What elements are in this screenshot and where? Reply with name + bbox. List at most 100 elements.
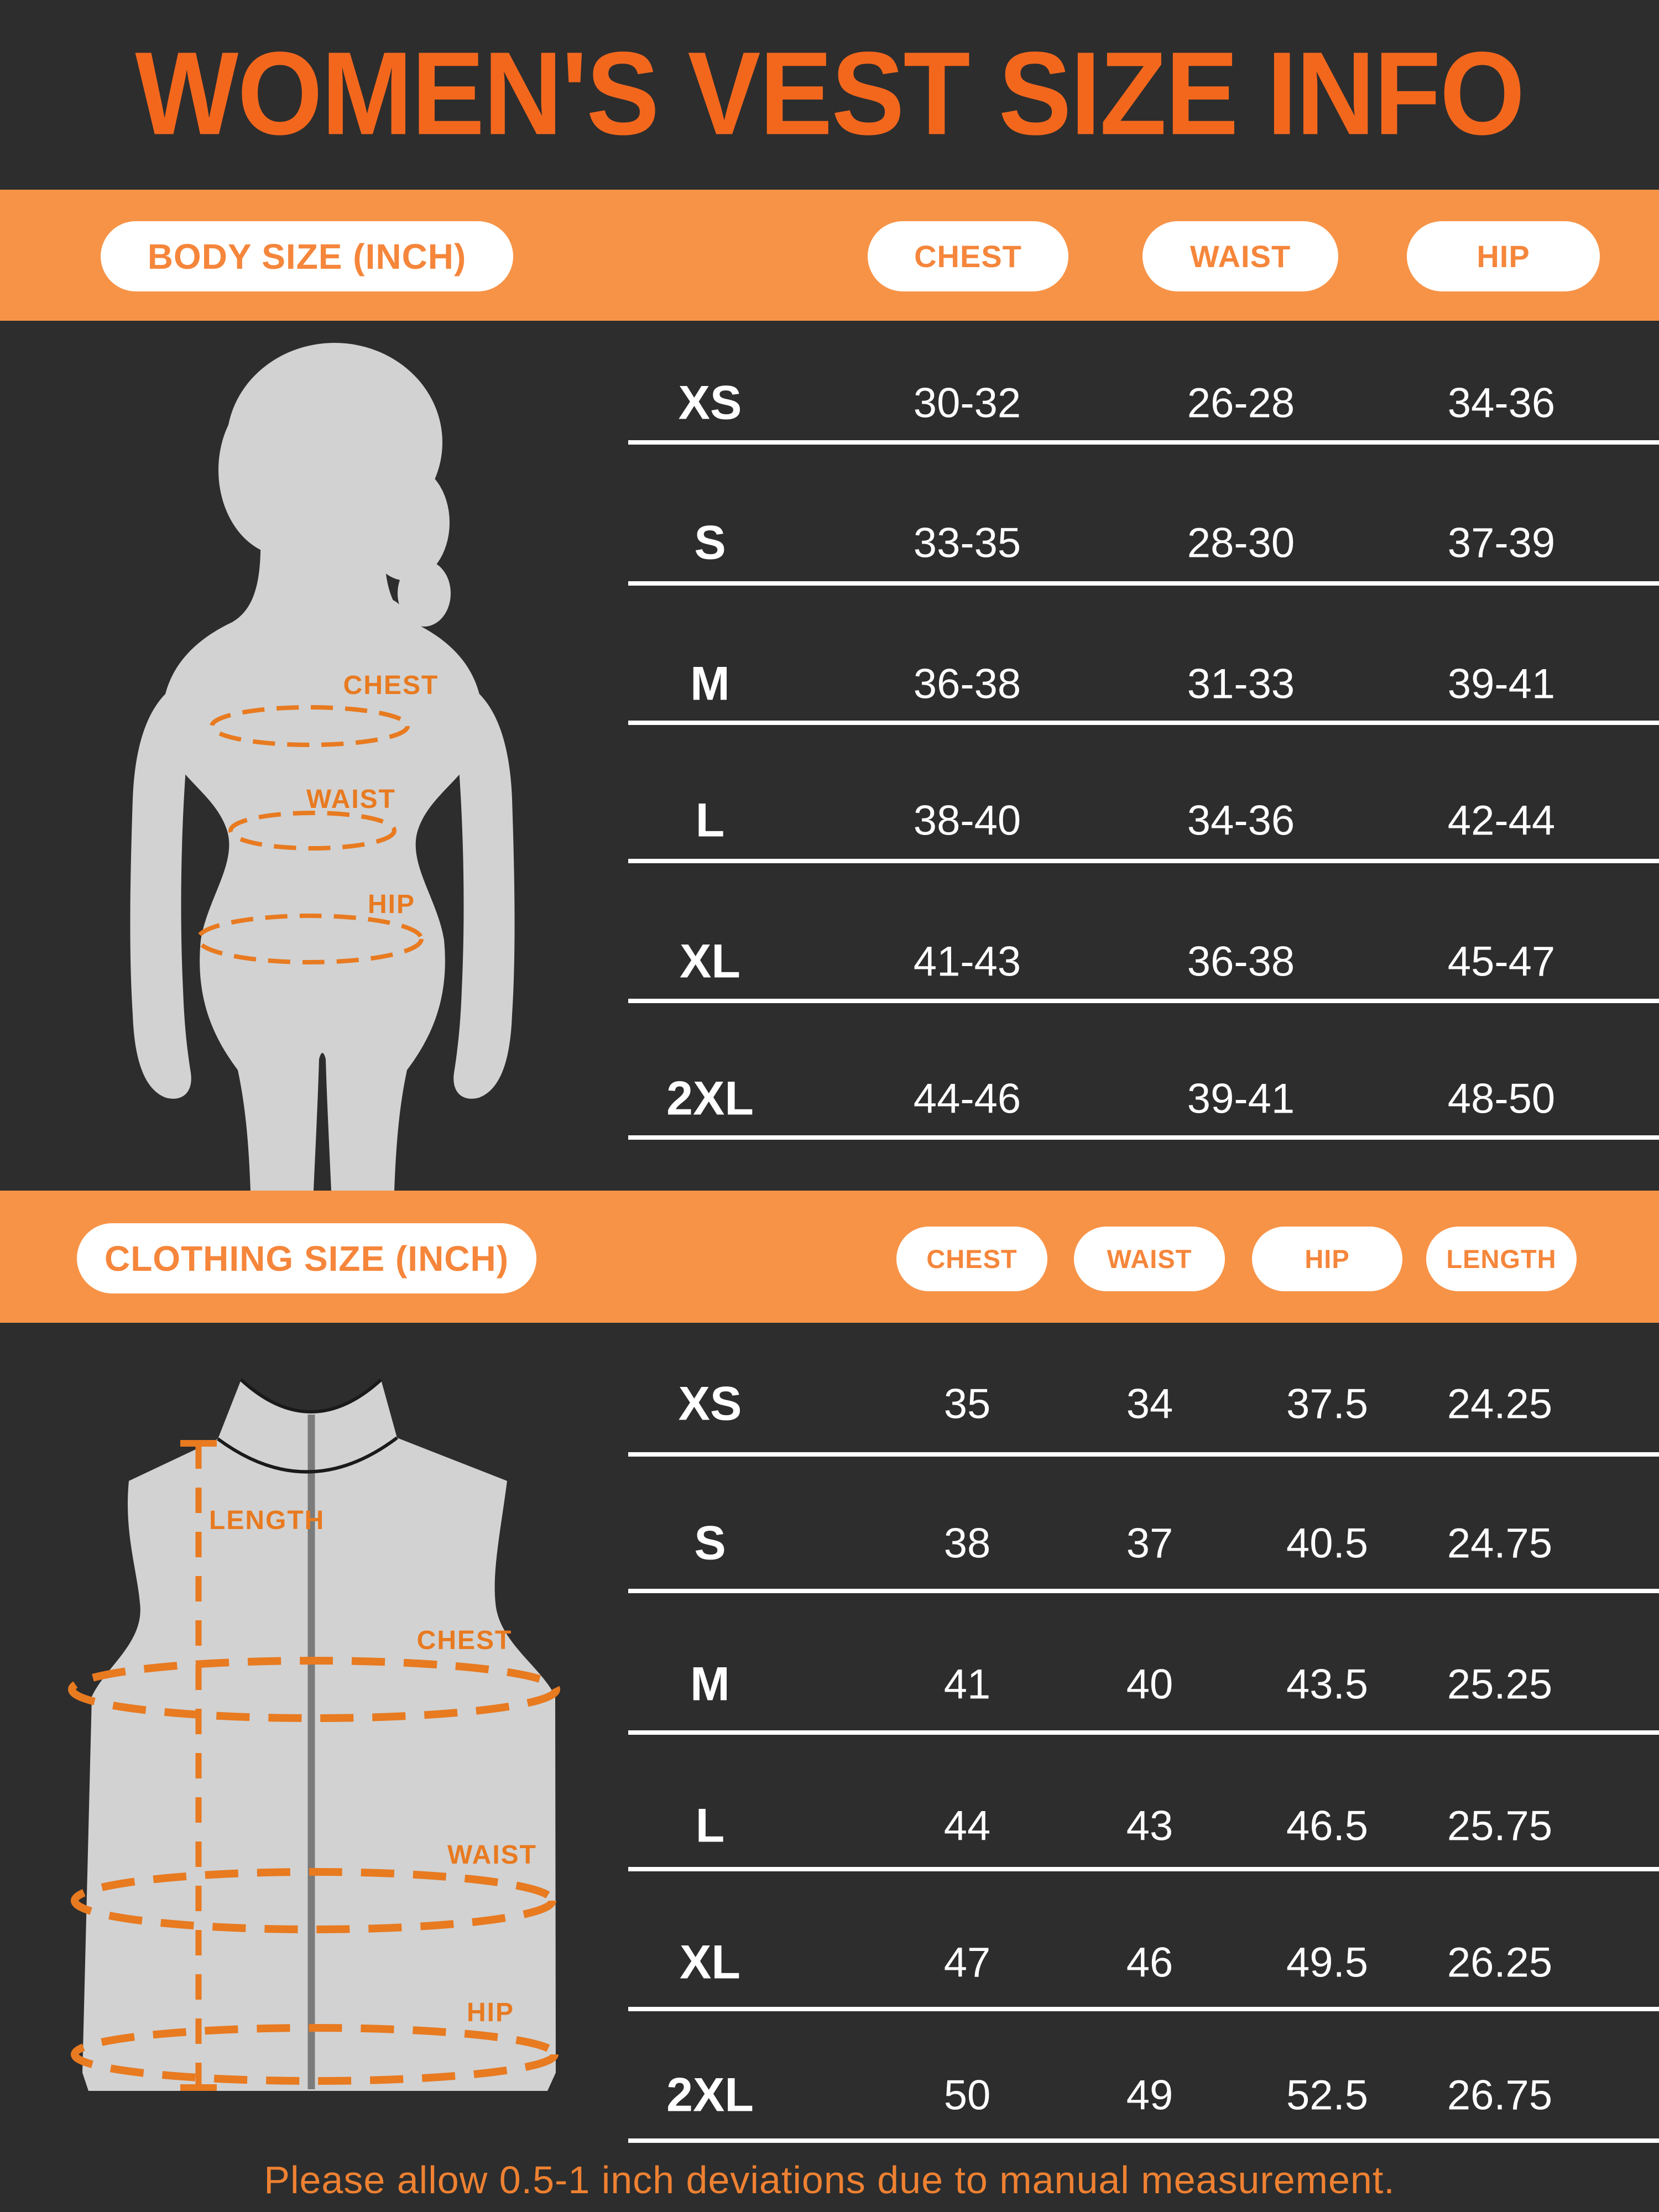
body-size-banner: BODY SIZE (INCH) CHEST WAIST HIP (0, 190, 1659, 321)
woman-silhouette-diagram: CHEST WAIST HIP (130, 343, 515, 1191)
vest-figure-label-waist: WAIST (447, 1840, 537, 1870)
clothing-table-row-m: M 41 40 43.5 25.25 (0, 1618, 1659, 1751)
body-column-header-hip: HIP (1407, 221, 1600, 291)
chest-value: 38 (943, 1520, 991, 1567)
chest-value: 50 (943, 2072, 991, 2119)
waist-value: 31-33 (1187, 660, 1295, 708)
body-table-row-s: S 33-35 28-30 37-39 (0, 477, 1659, 609)
waist-value: 28-30 (1187, 519, 1295, 567)
waist-value: 36-38 (1187, 938, 1295, 985)
collar-seam-lines (217, 1378, 398, 1474)
row-divider (628, 999, 1659, 1003)
body-column-header-waist: WAIST (1142, 221, 1338, 291)
chest-value: 38-40 (913, 797, 1021, 844)
body-table-row-m: M 36-38 31-33 39-41 (0, 618, 1659, 750)
chest-value: 47 (943, 1939, 991, 1986)
chest-value: 41-43 (913, 938, 1021, 985)
size-label: 2XL (666, 1072, 754, 1125)
waist-value: 39-41 (1187, 1075, 1295, 1123)
row-divider (628, 721, 1659, 725)
hip-value: 37.5 (1286, 1380, 1368, 1428)
vest-silhouette (82, 1380, 556, 2091)
waist-value: 37 (1126, 1520, 1173, 1567)
row-divider (628, 1867, 1659, 1871)
body-figure-label-chest: CHEST (343, 671, 439, 700)
body-table-row-l: L 38-40 34-36 42-44 (0, 754, 1659, 887)
hip-value: 45-47 (1447, 938, 1556, 985)
size-label: L (695, 794, 725, 847)
clothing-size-banner-label: CLOTHING SIZE (INCH) (104, 1238, 509, 1279)
hip-value: 48-50 (1447, 1075, 1556, 1123)
clothing-column-header-length: LENGTH (1426, 1227, 1577, 1291)
length-value: 24.75 (1447, 1520, 1553, 1567)
size-label: L (695, 1799, 725, 1853)
body-size-banner-label: BODY SIZE (INCH) (147, 236, 467, 276)
size-label: S (694, 1516, 726, 1570)
waist-value: 26-28 (1187, 379, 1295, 427)
body-column-header-chest: CHEST (868, 221, 1068, 291)
clothing-table-row-s: S 38 37 40.5 24.75 (0, 1477, 1659, 1610)
size-label: XL (680, 935, 740, 988)
body-table-row-xl: XL 41-43 36-38 45-47 (0, 895, 1659, 1028)
hip-value: 42-44 (1447, 797, 1556, 844)
waist-value: 43 (1126, 1802, 1173, 1850)
hip-value: 34-36 (1447, 379, 1556, 427)
row-divider (628, 2138, 1659, 2143)
row-divider (628, 1452, 1659, 1457)
row-divider (628, 1135, 1659, 1140)
chest-value: 35 (943, 1380, 991, 1428)
clothing-table-row-2xl: 2XL 50 49 52.5 26.75 (0, 2029, 1659, 2162)
chest-value: 44-46 (913, 1075, 1021, 1123)
waist-value: 49 (1126, 2072, 1173, 2119)
length-value: 26.75 (1447, 2072, 1553, 2119)
hip-value: 37-39 (1447, 519, 1556, 567)
clothing-table-row-xl: XL 47 46 49.5 26.25 (0, 1896, 1659, 2029)
hip-value: 52.5 (1286, 2072, 1368, 2119)
clothing-size-banner: CLOTHING SIZE (INCH) CHEST WAIST HIP LEN… (0, 1191, 1659, 1323)
body-figure-label-waist: WAIST (306, 785, 396, 814)
body-waist-measure-ellipse (228, 811, 397, 851)
hip-value: 43.5 (1286, 1661, 1368, 1708)
chest-value: 33-35 (913, 519, 1021, 567)
length-value: 24.25 (1447, 1380, 1553, 1428)
footer-note: Please allow 0.5-1 inch deviations due t… (264, 2158, 1395, 2201)
size-label: S (694, 516, 726, 570)
vest-chest-measure-ellipse (68, 1657, 560, 1722)
waist-value: 34 (1126, 1380, 1173, 1428)
clothing-column-header-hip: HIP (1252, 1227, 1402, 1291)
chest-value: 41 (943, 1661, 991, 1708)
row-divider (628, 1589, 1659, 1593)
length-value: 25.75 (1447, 1802, 1553, 1850)
clothing-table-row-xs: XS 35 34 37.5 24.25 (0, 1338, 1659, 1470)
body-table-row-xs: XS 30-32 26-28 34-36 (0, 337, 1659, 469)
clothing-column-header-waist: WAIST (1074, 1227, 1225, 1291)
vest-figure-label-chest: CHEST (417, 1626, 513, 1655)
size-label: XS (678, 376, 742, 430)
page-title: WOMEN'S VEST SIZE INFO (135, 27, 1525, 159)
row-divider (628, 1730, 1659, 1735)
row-divider (628, 440, 1659, 445)
length-value: 25.25 (1447, 1661, 1553, 1708)
waist-value: 34-36 (1187, 797, 1295, 844)
row-divider (628, 2007, 1659, 2011)
vest-waist-measure-ellipse (71, 1868, 556, 1933)
chest-value: 30-32 (913, 379, 1021, 427)
vest-figure-label-length: LENGTH (209, 1506, 325, 1535)
chest-value: 36-38 (913, 660, 1021, 708)
size-label: M (690, 1657, 730, 1711)
hip-value: 49.5 (1286, 1939, 1368, 1986)
body-chest-measure-ellipse (210, 705, 410, 747)
body-table-row-2xl: 2XL 44-46 39-41 48-50 (0, 1032, 1659, 1165)
hip-value: 40.5 (1286, 1520, 1368, 1567)
body-hip-measure-ellipse (196, 914, 424, 964)
length-measure-line (180, 1440, 217, 2091)
row-divider (628, 859, 1659, 863)
size-label: XL (680, 1936, 740, 1989)
waist-value: 40 (1126, 1661, 1173, 1708)
body-figure-label-hip: HIP (368, 890, 415, 919)
woman-silhouette (130, 343, 515, 1191)
vest-hip-measure-ellipse (71, 2024, 559, 2085)
hip-value: 39-41 (1447, 660, 1556, 708)
chest-value: 44 (943, 1802, 991, 1850)
